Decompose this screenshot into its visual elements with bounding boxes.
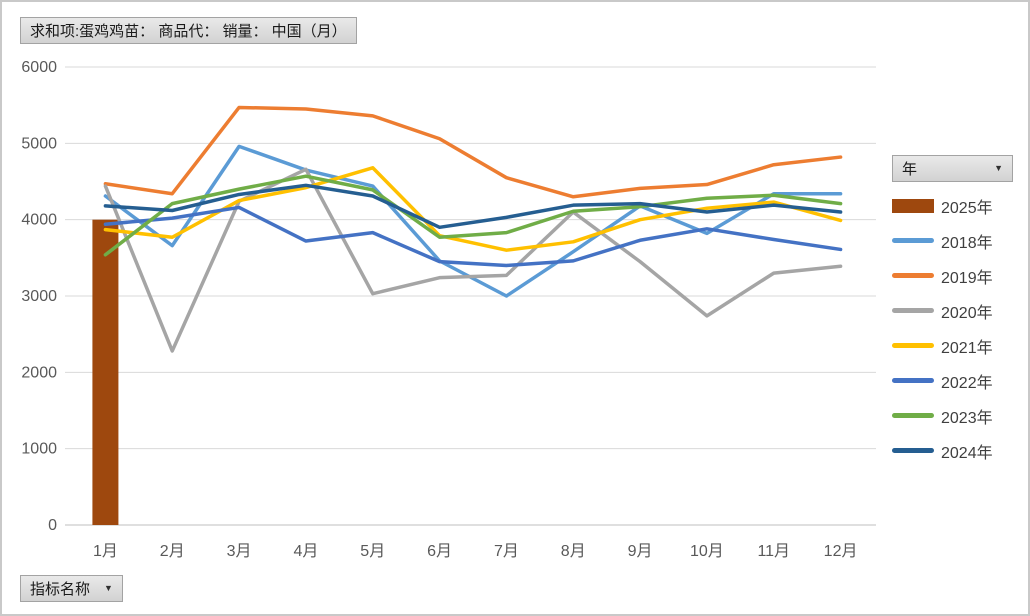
x-axis-tick-label: 8月	[561, 543, 586, 560]
legend-item-2018年[interactable]: 2018年	[892, 223, 1028, 258]
legend-item-2025年[interactable]: 2025年	[892, 188, 1028, 223]
x-axis-tick-label: 5月	[360, 543, 385, 560]
line-series-2024年[interactable]	[103, 183, 843, 230]
legend-swatch-line	[892, 238, 934, 243]
x-axis-tick-label: 1月	[93, 543, 118, 560]
bar-series-2025年[interactable]	[92, 219, 119, 525]
chevron-down-icon: ▼	[994, 163, 1003, 173]
legend-label: 2022年	[941, 374, 993, 392]
legend-label: 2025年	[941, 199, 993, 217]
legend-item-2024年[interactable]: 2024年	[892, 433, 1028, 468]
x-axis-tick-label: 3月	[227, 543, 252, 560]
x-axis-tick-label: 2月	[160, 543, 185, 560]
y-axis-tick-label: 1000	[21, 441, 57, 458]
legend-item-2019年[interactable]: 2019年	[892, 258, 1028, 293]
line-series-2022年[interactable]	[103, 205, 843, 268]
legend-swatch-line	[892, 343, 934, 348]
legend-item-2021年[interactable]: 2021年	[892, 328, 1028, 363]
legend-item-2022年[interactable]: 2022年	[892, 363, 1028, 398]
legend-swatch-line	[892, 448, 934, 453]
y-axis-tick-label: 2000	[21, 364, 57, 381]
legend-label: 2021年	[941, 339, 993, 357]
x-axis-tick-label: 7月	[494, 543, 519, 560]
axis-field-label: 指标名称	[30, 581, 91, 598]
x-axis-tick-label: 12月	[824, 543, 858, 560]
line-series-2019年[interactable]	[103, 105, 843, 199]
legend-swatch-line	[892, 273, 934, 278]
line-series-2021年[interactable]	[103, 166, 843, 252]
legend-field-button[interactable]: 年 ▼	[892, 155, 1013, 182]
legend-item-2020年[interactable]: 2020年	[892, 293, 1028, 328]
y-axis-tick-label: 4000	[21, 212, 57, 229]
x-axis-tick-label: 9月	[628, 543, 653, 560]
y-axis-tick-label: 3000	[21, 288, 57, 305]
x-axis-tick-label: 11月	[757, 543, 790, 560]
legend-item-2023年[interactable]: 2023年	[892, 398, 1028, 433]
y-axis-tick-label: 0	[48, 517, 57, 534]
y-axis-tick-label: 6000	[21, 59, 57, 76]
legend-swatch-line	[892, 378, 934, 383]
chevron-down-icon: ▼	[104, 583, 113, 593]
line-series-2023年[interactable]	[103, 174, 843, 257]
legend-label: 2019年	[941, 269, 993, 287]
y-axis-tick-label: 5000	[21, 135, 57, 152]
legend-swatch-line	[892, 308, 934, 313]
legend-swatch-bar	[892, 198, 934, 213]
line-series-2018年[interactable]	[103, 144, 843, 298]
axis-field-button[interactable]: 指标名称 ▼	[20, 575, 123, 602]
legend-label: 2024年	[941, 444, 993, 462]
legend-label: 2020年	[941, 304, 993, 322]
x-axis-tick-label: 6月	[427, 543, 452, 560]
x-axis-tick-label: 10月	[690, 543, 724, 560]
pivot-value-field-button[interactable]: 求和项:蛋鸡鸡苗： 商品代： 销量： 中国（月）	[20, 17, 357, 44]
x-axis-tick-label: 4月	[293, 543, 318, 560]
chart-legend: 2025年 2018年 2019年 2020年 2021年 2022年 2023年 2024年	[892, 188, 1028, 468]
legend-field-label: 年	[902, 161, 918, 178]
legend-label: 2018年	[941, 234, 993, 252]
line-series-2020年[interactable]	[103, 167, 843, 353]
legend-label: 2023年	[941, 409, 993, 427]
legend-swatch-line	[892, 413, 934, 418]
